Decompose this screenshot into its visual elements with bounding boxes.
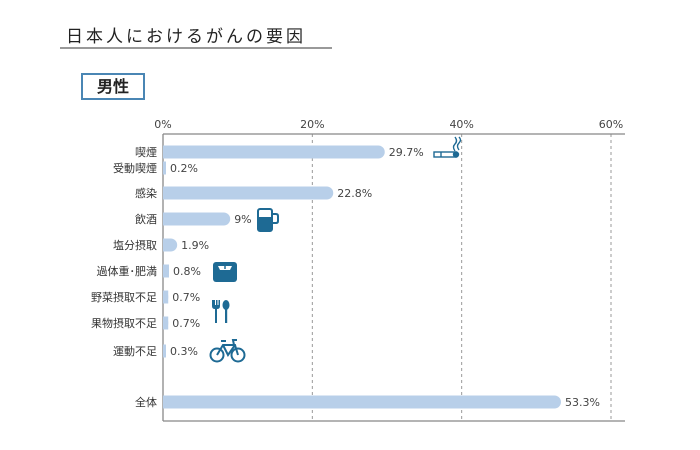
bar-base [163, 161, 166, 175]
page-title: 日本人におけるがんの要因 [66, 27, 306, 47]
value-label: 0.7% [172, 291, 200, 304]
bar-base [163, 145, 170, 159]
bicycle-icon [209, 339, 246, 363]
category-label: 野菜摂取不足 [91, 290, 157, 304]
bar [163, 212, 231, 226]
category-label: 過体重･肥満 [97, 264, 158, 278]
bar-base [163, 395, 170, 409]
category-label: 塩分摂取 [113, 238, 157, 252]
value-label: 29.7% [389, 146, 424, 159]
value-label: 53.3% [565, 396, 600, 409]
bar-base [163, 212, 170, 226]
x-tick-label: 60% [599, 118, 623, 131]
category-label: 全体 [135, 395, 157, 409]
bar-base [163, 344, 166, 358]
bar-base [163, 264, 169, 278]
beer-mug-icon [257, 208, 279, 232]
value-label: 0.3% [170, 345, 198, 358]
bar [163, 395, 561, 409]
bar-base [163, 238, 170, 252]
value-label: 0.7% [172, 317, 200, 330]
value-label: 0.2% [170, 162, 198, 175]
x-tick-label: 40% [449, 118, 473, 131]
category-label: 飲酒 [135, 212, 157, 226]
bar-base [163, 186, 170, 200]
category-label: 感染 [135, 186, 157, 200]
scale-icon [213, 262, 237, 282]
value-label: 22.8% [337, 187, 372, 200]
gender-badge: 男性 [81, 73, 145, 100]
bar-base [163, 290, 169, 304]
fork-spoon-icon [212, 300, 230, 323]
x-tick-label: 0% [154, 118, 171, 131]
category-label: 受動喫煙 [113, 161, 157, 175]
category-label: 果物摂取不足 [91, 316, 157, 330]
bar-base [163, 316, 169, 330]
value-label: 0.8% [173, 265, 201, 278]
value-label: 1.9% [181, 239, 209, 252]
bar [163, 145, 385, 159]
category-label: 喫煙 [135, 146, 157, 159]
bar [163, 186, 334, 200]
title-underline [60, 47, 332, 49]
category-label: 運動不足 [113, 344, 157, 358]
x-tick-label: 20% [300, 118, 324, 131]
value-label: 9% [234, 213, 251, 226]
cigarette-icon [433, 136, 462, 158]
